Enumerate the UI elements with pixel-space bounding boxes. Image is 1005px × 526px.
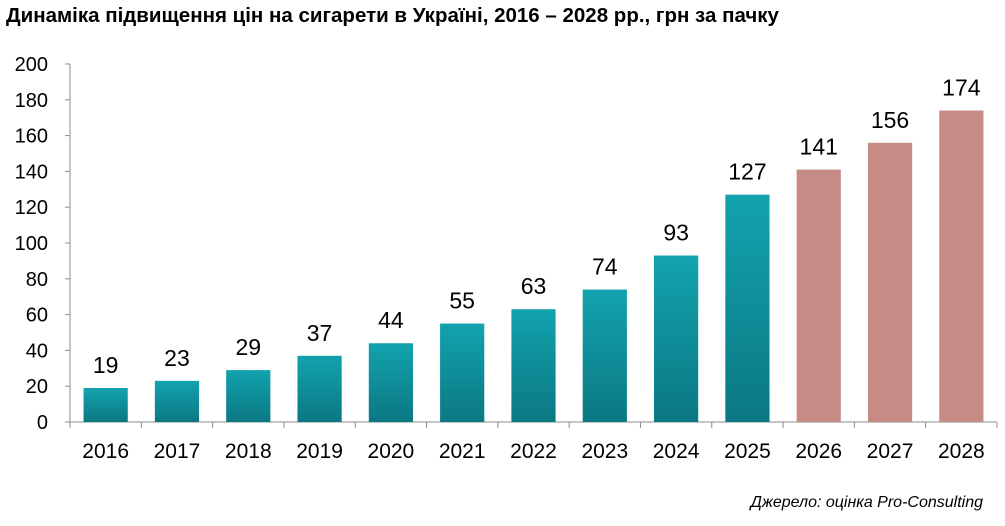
bar-2022 [511,309,556,422]
y-tick-label: 40 [26,340,48,362]
y-tick-label: 180 [15,90,48,112]
data-label-2016: 19 [93,352,119,378]
data-label-2026: 141 [800,134,838,160]
chart-title: Динаміка підвищення цін на сигарети в Ук… [6,4,779,27]
x-tick-label-2026: 2026 [795,440,842,463]
bar-forecast-2026 [796,169,841,422]
data-label-2023: 74 [592,254,618,280]
data-label-2018: 29 [235,334,261,360]
source-note: Джерело: оцінка Pro-Consulting [750,494,983,511]
data-label-2022: 63 [521,273,547,299]
x-tick-label-2022: 2022 [510,440,557,463]
bar-2020 [368,343,413,422]
x-tick-label-2016: 2016 [82,440,129,463]
y-tick-label: 60 [26,305,48,327]
x-tick-label-2017: 2017 [154,440,201,463]
x-tick-label-2018: 2018 [225,440,272,463]
x-tick-label-2021: 2021 [439,440,486,463]
data-label-2019: 37 [307,320,333,346]
bar-2016 [83,387,128,422]
bar-2025 [725,194,770,422]
bar-forecast-2027 [867,142,913,422]
y-tick-label: 20 [26,376,48,398]
bar-2021 [440,323,485,422]
bar-2024 [654,255,699,422]
y-tick-label: 200 [15,54,48,76]
y-tick-label: 0 [37,412,48,434]
x-tick-label-2019: 2019 [296,440,343,463]
y-tick-label: 80 [26,269,48,291]
x-tick-label-2023: 2023 [581,440,628,463]
bar-series [83,110,984,422]
y-tick-label: 160 [15,126,48,148]
y-tick-label: 120 [15,197,48,219]
bar-2019 [297,355,342,422]
bar-2018 [226,370,271,422]
x-tick-label-2024: 2024 [653,440,700,463]
y-tick-label: 100 [15,233,48,255]
x-tick-label-2025: 2025 [724,440,771,463]
x-tick-label-2028: 2028 [938,440,985,463]
bar-2017 [154,380,200,422]
data-label-2025: 127 [728,159,766,185]
data-label-2020: 44 [378,307,404,333]
x-tick-label-2020: 2020 [368,440,415,463]
data-label-2024: 93 [663,220,689,246]
data-labels: 19 23 29 37 44 55 63 74 93 127 141 156 174 [93,75,981,378]
x-tick-label-2027: 2027 [867,440,914,463]
data-label-2028: 174 [942,75,981,101]
y-axis: 0 20 40 60 80 100 120 140 160 180 200 [15,54,71,434]
y-tick-label: 140 [15,161,48,183]
bar-forecast-2028 [939,110,984,422]
bar-2023 [582,289,627,422]
x-axis: 2016 2017 2018 2019 2020 2021 2022 2023 2024 2025… [69,421,998,463]
data-label-2017: 23 [164,345,190,371]
data-label-2021: 55 [449,288,475,314]
data-label-2027: 156 [871,107,909,133]
